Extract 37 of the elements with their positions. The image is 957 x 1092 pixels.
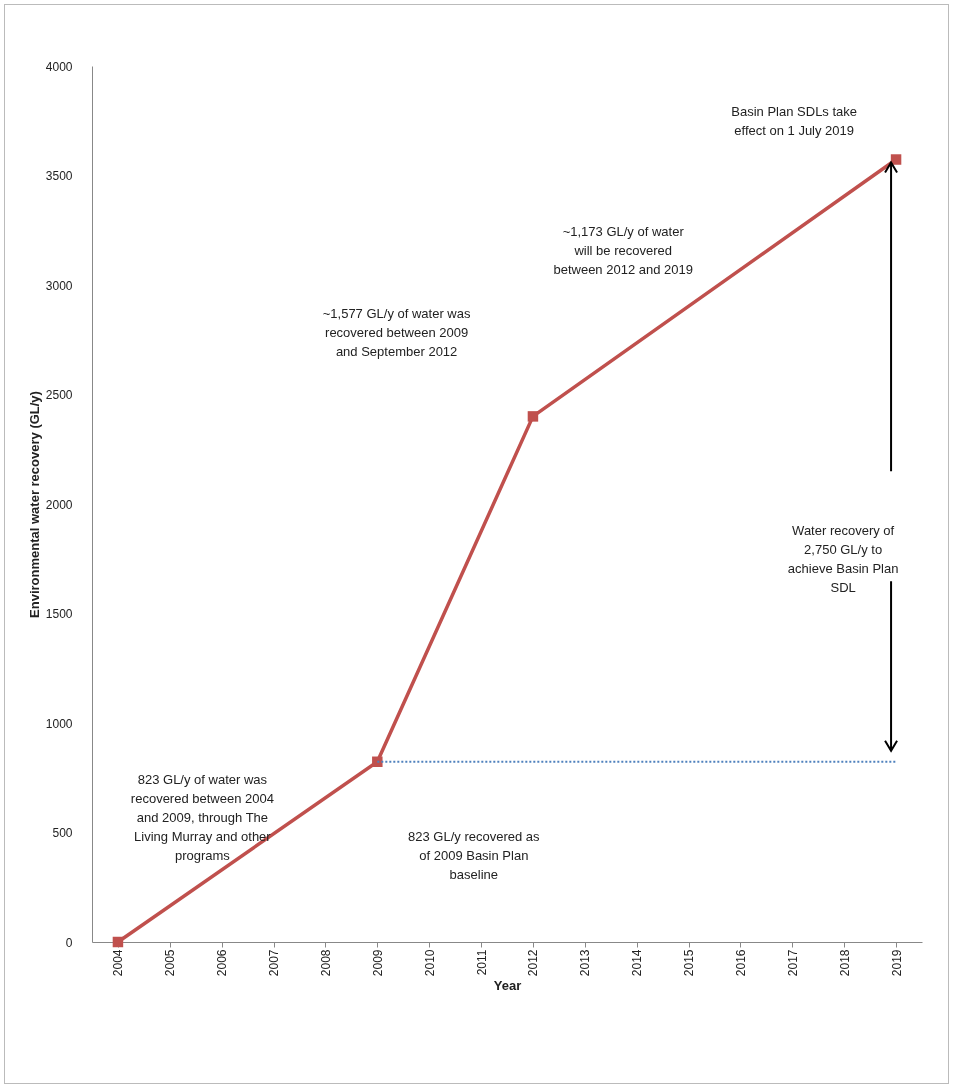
x-tick-label: 2017 xyxy=(785,949,800,977)
x-tick-label: 2015 xyxy=(682,949,697,977)
y-tick-label: 2500 xyxy=(45,388,73,402)
x-tick-label: 2012 xyxy=(526,949,541,977)
x-tick-label: 2016 xyxy=(733,949,748,977)
x-axis-title: Year xyxy=(493,978,522,994)
y-tick-label: 3500 xyxy=(45,169,73,183)
y-axis-title: Environmental water recovery (GL/y) xyxy=(26,391,42,618)
x-tick-label: 2008 xyxy=(318,949,333,977)
x-tick-label: 2009 xyxy=(370,949,385,977)
x-tick-label: 2014 xyxy=(630,949,645,977)
x-tick-label: 2004 xyxy=(111,949,126,977)
x-tick-label: 2006 xyxy=(215,949,230,977)
annotation: ~1,577 GL/y of water was recovered between 2009 and September 2012 xyxy=(322,305,471,359)
y-tick-label: 3000 xyxy=(45,278,73,293)
point xyxy=(112,936,124,948)
y-tick-label: 4000 xyxy=(45,59,73,74)
y-tick-label: 1000 xyxy=(45,716,73,731)
annotation: ~1,173 GL/y of water will be recovered between 2012 and 2019 xyxy=(553,224,693,278)
point xyxy=(527,411,539,422)
y-tick-label: 1500 xyxy=(45,607,73,621)
point xyxy=(890,154,902,165)
x-tick-label: 2007 xyxy=(267,949,282,977)
annotation: Basin Plan SDLs take effect on 1 July 2019 xyxy=(731,104,858,139)
point xyxy=(372,756,383,768)
y-tick-label: 500 xyxy=(52,826,73,840)
x-tick-label: 2013 xyxy=(578,949,593,977)
x-tick-label: 2010 xyxy=(422,949,437,977)
x-tick-label: 2018 xyxy=(837,949,852,977)
annotation: Water recovery of 2,750 GL/y to achieve Basin Plan SDL xyxy=(787,523,899,596)
annotation: 823 GL/y of water was recovered between 2004 and 2009, through The Living Murray and other programs xyxy=(130,771,274,863)
x-tick-label: 2019 xyxy=(889,949,904,977)
x-tick-label: 2011 xyxy=(474,949,489,976)
y-tick-label: 0 xyxy=(65,935,73,950)
annotation: 823 GL/y recovered as of 2009 Basin Plan baseline xyxy=(408,828,541,882)
y-tick-label: 2000 xyxy=(45,497,73,512)
x-tick-label: 2005 xyxy=(163,949,178,977)
